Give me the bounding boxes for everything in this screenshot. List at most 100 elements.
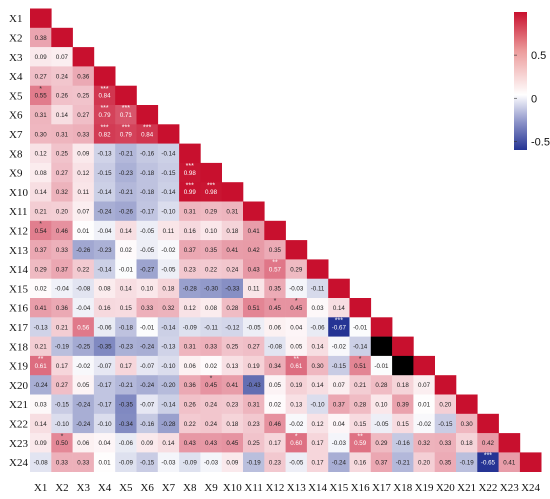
cell-value-label: -0.06 — [97, 324, 112, 331]
heatmap-cell — [264, 240, 286, 260]
cell-value-label: 0.04 — [99, 440, 112, 447]
heatmap-cell — [456, 452, 478, 472]
heatmap-cell — [30, 259, 52, 279]
heatmap-cell — [243, 375, 265, 395]
heatmap-cell — [157, 143, 180, 164]
heatmap-cell — [413, 413, 435, 434]
cell-value-label: -0.35 — [97, 344, 112, 351]
cell-value-label: -0.28 — [161, 421, 176, 428]
heatmap-cell — [115, 355, 137, 376]
cell-value-label: 0.56 — [77, 324, 90, 331]
cell-value-label: 0.10 — [205, 228, 218, 235]
row-label: X18 — [9, 341, 28, 353]
cell-value-label: 0.28 — [375, 382, 388, 389]
cell-value-label: 0.26 — [56, 93, 69, 100]
heatmap-cell — [72, 201, 95, 222]
cell-value-label: 0.30 — [312, 363, 325, 370]
heatmap-cell — [93, 240, 116, 260]
cell-value-label: 0.20 — [418, 459, 431, 466]
cell-value-label: -0.18 — [140, 170, 155, 177]
heatmap-cell — [136, 220, 159, 241]
heatmap-cell — [221, 298, 244, 318]
cell-value-label: -0.24 — [76, 401, 91, 408]
cell-value-label: -0.30 — [204, 286, 219, 293]
heatmap-cell — [328, 452, 350, 472]
column-label: X19 — [415, 482, 434, 494]
heatmap-cell — [200, 433, 222, 453]
heatmap-cell — [115, 85, 137, 106]
row-label: X14 — [9, 264, 28, 276]
cell-value-label: 0.41 — [248, 228, 261, 235]
heatmap-cell — [200, 413, 222, 434]
row-label: X23 — [9, 438, 28, 450]
row-label: X20 — [9, 380, 28, 392]
cell-value-label: -0.25 — [76, 344, 91, 351]
heatmap-cell — [51, 85, 73, 106]
heatmap-cell — [179, 162, 201, 183]
cell-value-label: 0.22 — [77, 266, 90, 273]
heatmap-cell — [413, 394, 435, 415]
cell-value-label: 0.16 — [354, 459, 367, 466]
heatmap-cell — [157, 182, 180, 202]
cell-value-label: 0.18 — [461, 440, 474, 447]
heatmap-cell — [221, 201, 244, 222]
heatmap-cell — [243, 240, 265, 260]
cell-value-label: 0.17 — [269, 440, 282, 447]
row-label: X1 — [9, 13, 22, 25]
cell-value-label: 0.15 — [120, 305, 133, 312]
significance-mark: *** — [122, 125, 130, 132]
heatmap-cell — [51, 413, 73, 434]
heatmap-cell — [93, 355, 116, 376]
cell-value-label: 0.36 — [184, 382, 197, 389]
cell-value-label: -0.11 — [204, 324, 218, 331]
cell-value-label: 0.04 — [333, 421, 346, 428]
cell-value-label: -0.24 — [34, 382, 49, 389]
heatmap-cell — [93, 162, 116, 183]
significance-mark: *** — [100, 105, 108, 112]
heatmap-cell — [157, 240, 180, 260]
cell-value-label: -0.18 — [140, 189, 155, 196]
heatmap-cell — [51, 433, 73, 453]
cell-value-label: 0.14 — [333, 305, 346, 312]
row-label: X22 — [9, 418, 28, 430]
heatmap-cell — [200, 298, 222, 318]
heatmap-cell — [285, 355, 308, 376]
heatmap-cell — [136, 278, 159, 299]
cell-value-label: 0.17 — [312, 459, 325, 466]
heatmap-cell — [51, 105, 73, 125]
heatmap-cell — [456, 394, 478, 415]
significance-mark: * — [39, 221, 42, 228]
heatmap-cell — [72, 375, 95, 395]
cell-value-label: 0.71 — [120, 112, 133, 119]
cell-value-label: -0.15 — [140, 459, 155, 466]
heatmap-cell — [264, 317, 286, 337]
heatmap-cell — [30, 105, 52, 125]
cell-value-label: -0.15 — [97, 170, 112, 177]
heatmap-cell — [157, 124, 180, 144]
cell-value-label: 0.41 — [226, 382, 239, 389]
heatmap-cell — [370, 433, 393, 453]
column-label: X11 — [244, 482, 263, 494]
heatmap-cell — [72, 259, 95, 279]
column-label: X10 — [223, 482, 242, 494]
heatmap-cell — [115, 162, 137, 183]
heatmap-cell — [179, 375, 201, 395]
heatmap-cell — [51, 66, 73, 86]
heatmap-cell — [157, 278, 180, 299]
cell-value-label: 0.14 — [35, 189, 48, 196]
cell-value-label: 0.57 — [269, 266, 282, 273]
cell-value-label: 0.14 — [312, 344, 325, 351]
cell-value-label: 0.43 — [248, 266, 261, 273]
heatmap-cell — [30, 394, 52, 415]
column-label: X6 — [140, 482, 154, 494]
heatmap-cell — [93, 413, 116, 434]
heatmap-cell — [370, 336, 393, 357]
cell-value-label: 0.01 — [77, 228, 90, 235]
heatmap-cell — [349, 394, 372, 415]
cell-value-label: 0.26 — [184, 401, 197, 408]
heatmap-cell — [221, 278, 244, 299]
cell-value-label: -0.19 — [55, 344, 70, 351]
cell-value-label: 0.13 — [226, 363, 239, 370]
cell-value-label: 0.21 — [56, 324, 69, 331]
cell-value-label: 0.23 — [184, 266, 197, 273]
